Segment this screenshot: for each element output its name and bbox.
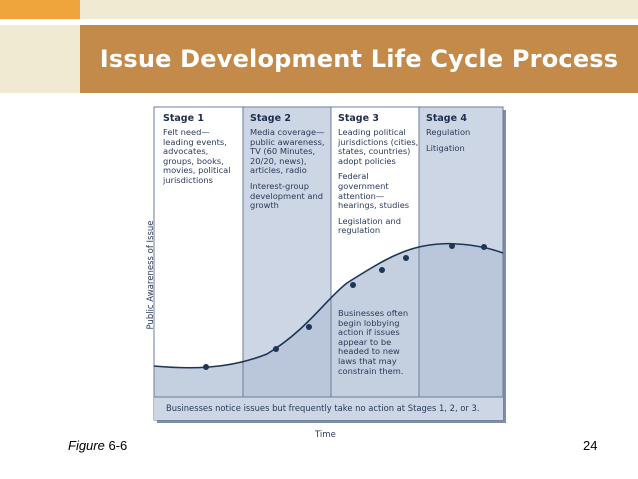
curve-area	[154, 243, 503, 397]
stage-2-line: TV (60 Minutes,	[250, 146, 316, 157]
header-accent-beige	[80, 0, 638, 19]
stage-1-heading: Stage 1	[163, 113, 204, 124]
stage-4-heading: Stage 4	[426, 113, 467, 124]
stage-1-text: Felt need— leading events, advocates, gr…	[163, 127, 231, 186]
figure-caption-prefix: Figure	[68, 438, 105, 453]
bottom-note: Businesses notice issues but frequently …	[166, 403, 480, 413]
stage-3-line: hearings, studies	[338, 200, 410, 211]
stage-1-line: movies, political	[163, 165, 231, 176]
lobbying-line: laws that may	[338, 355, 397, 366]
stage-1-line: advocates,	[163, 146, 209, 157]
slide-number: 24	[583, 438, 598, 453]
curve-point	[203, 364, 209, 370]
stage-2-line: development and	[250, 190, 323, 201]
y-axis-label: Public Awareness of Issue	[146, 220, 156, 330]
stage-1-line: Felt need—	[163, 127, 210, 137]
lobbying-line: Businesses often	[338, 308, 409, 318]
stage-3-line: government	[338, 180, 389, 191]
stage-3-heading: Stage 3	[338, 113, 379, 124]
stage-2-line: Interest-group	[250, 180, 310, 191]
curve-point	[449, 243, 455, 249]
stage-3-line: adopt policies	[338, 155, 396, 166]
lobbying-line: headed to new	[338, 346, 400, 357]
stage-2-line: articles, radio	[250, 165, 307, 176]
life-cycle-figure: Public Awareness of Issue Stage 1 Felt n…	[132, 100, 510, 450]
stage-2-text: Media coverage— public awareness, TV (60…	[250, 127, 325, 211]
stage-4-line: Litigation	[426, 142, 465, 153]
stage-3-line: Legislation and	[338, 215, 402, 226]
lobbying-line: constrain them.	[338, 365, 404, 376]
lobbying-note: Businesses often begin lobbying action i…	[338, 308, 409, 376]
header-accent-orange	[0, 0, 80, 19]
lobbying-line: appear to be	[338, 336, 392, 347]
header-divider	[0, 19, 638, 25]
stage-2-line: 20/20, news),	[250, 155, 307, 166]
stage-1-line: groups, books,	[163, 155, 224, 166]
stage-2-heading: Stage 2	[250, 113, 291, 124]
curve-point	[306, 324, 312, 330]
stage-2-line: Media coverage—	[250, 127, 325, 137]
stage-4-text: Regulation Litigation	[426, 127, 471, 153]
stage-1-line: leading events,	[163, 136, 227, 147]
lobbying-line: begin lobbying	[338, 317, 400, 328]
title-band	[80, 25, 638, 93]
curve-point	[350, 282, 356, 288]
stage-2-line: growth	[250, 200, 279, 211]
stage-3-line: attention—	[338, 190, 385, 201]
curve-point	[379, 267, 385, 273]
stage-2-line: public awareness,	[250, 136, 325, 147]
stage-3-line: Leading political	[338, 127, 406, 137]
curve-point	[481, 244, 487, 250]
curve-point	[403, 255, 409, 261]
title-band-left	[0, 25, 80, 93]
stage-4-line: Regulation	[426, 127, 471, 137]
life-cycle-diagram	[153, 106, 506, 423]
x-axis-label: Time	[315, 430, 336, 440]
awareness-curve	[153, 242, 504, 369]
stage-3-line: jurisdictions (cities,	[338, 136, 419, 147]
figure-caption: Figure 6-6	[68, 438, 127, 453]
bottom-note-band	[154, 397, 503, 420]
stage-3-text: Leading political jurisdictions (cities,…	[338, 127, 419, 236]
curve-point	[273, 346, 279, 352]
stage-3-line: Federal	[338, 171, 369, 182]
stage-3-line: states, countries)	[338, 146, 411, 157]
stage-1-line: jurisdictions	[163, 174, 213, 185]
stage-3-line: regulation	[338, 225, 381, 236]
figure-caption-number: 6-6	[108, 438, 128, 453]
lobbying-line: action if issues	[338, 327, 400, 338]
slide-title: Issue Development Life Cycle Process	[99, 45, 619, 73]
